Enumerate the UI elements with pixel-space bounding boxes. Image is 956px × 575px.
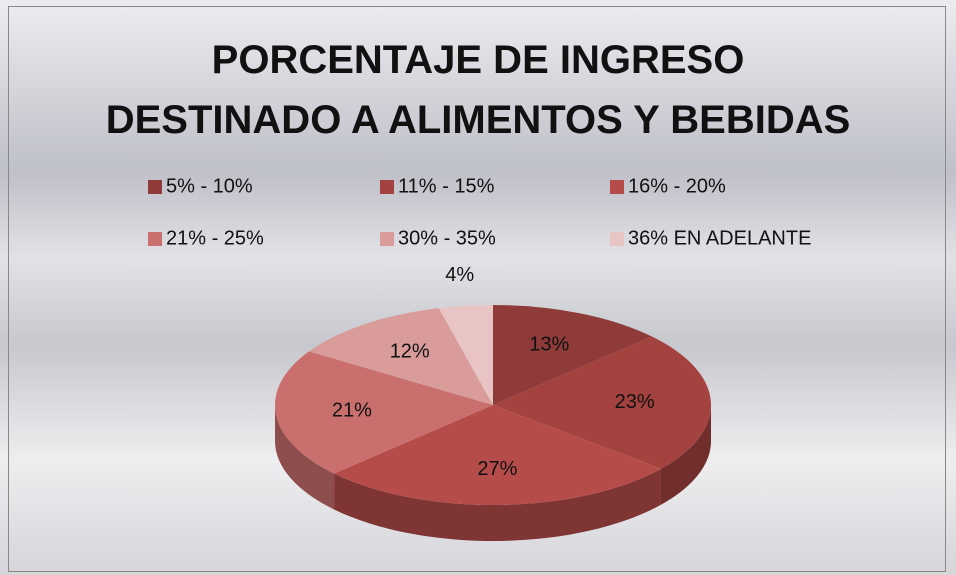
legend-swatch <box>148 180 162 194</box>
legend-label: 21% - 25% <box>166 227 264 249</box>
slice-side <box>275 405 335 510</box>
slice-side <box>334 468 661 541</box>
data-label: 12% <box>390 341 430 363</box>
data-label: 23% <box>615 391 655 413</box>
slice <box>275 351 493 474</box>
legend-label: 16% - 20% <box>628 175 726 197</box>
slice <box>493 305 652 405</box>
data-label: 4% <box>445 264 474 286</box>
legend-swatch <box>380 232 394 246</box>
data-label: 21% <box>332 399 372 421</box>
legend-label: 11% - 15% <box>398 175 495 197</box>
chart-title: PORCENTAJE DE INGRESO DESTINADO A ALIMEN… <box>105 38 851 142</box>
slice <box>334 405 661 505</box>
legend-swatch <box>610 180 624 194</box>
chart-frame <box>8 6 946 572</box>
data-label: 13% <box>529 334 569 356</box>
slice <box>438 305 493 405</box>
data-label: 27% <box>477 458 517 480</box>
legend-swatch <box>148 232 162 246</box>
legend-swatch <box>610 232 624 246</box>
slice-side <box>660 405 711 505</box>
legend-label: 30% - 35% <box>398 227 496 249</box>
legend-swatch <box>380 180 394 194</box>
slice <box>493 336 711 469</box>
legend-label: 5% - 10% <box>166 175 253 197</box>
legend-label: 36% EN ADELANTE <box>628 227 811 249</box>
slice <box>308 308 493 405</box>
